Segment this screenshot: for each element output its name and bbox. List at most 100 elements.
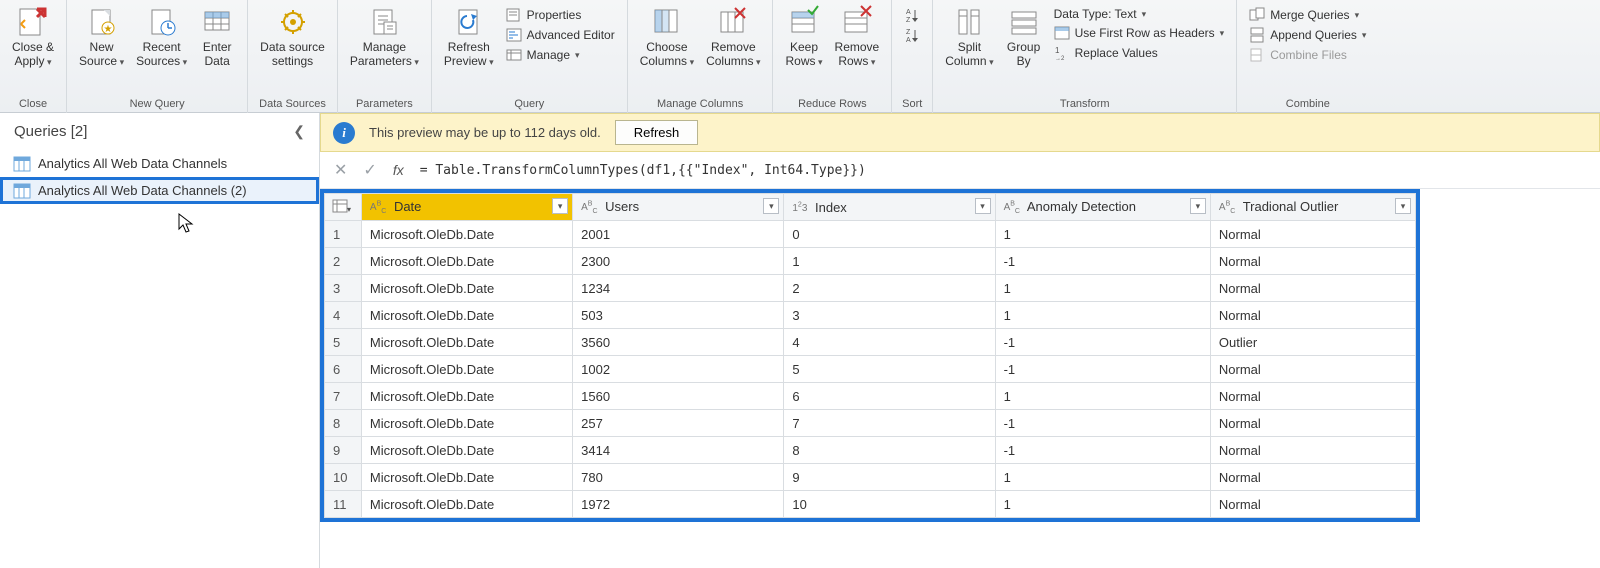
- split-column-button[interactable]: Split Column: [939, 4, 999, 71]
- cell[interactable]: 5: [784, 356, 995, 383]
- sort-desc-button[interactable]: ZA: [902, 26, 922, 44]
- query-item[interactable]: Analytics All Web Data Channels: [0, 150, 319, 177]
- close-apply-button[interactable]: Close & Apply: [6, 4, 60, 71]
- table-row[interactable]: 6Microsoft.OleDb.Date10025-1Normal: [325, 356, 1416, 383]
- remove-rows-button[interactable]: Remove Rows: [829, 4, 886, 71]
- cell[interactable]: Normal: [1210, 437, 1415, 464]
- cell[interactable]: 9: [784, 464, 995, 491]
- cell[interactable]: 1: [995, 464, 1210, 491]
- recent-sources-button[interactable]: Recent Sources: [130, 4, 193, 71]
- column-filter-button[interactable]: ▾: [552, 198, 568, 214]
- cell[interactable]: 3: [784, 302, 995, 329]
- cell[interactable]: Microsoft.OleDb.Date: [361, 275, 572, 302]
- cell[interactable]: 1: [784, 248, 995, 275]
- data-type-button[interactable]: Data Type: Text: [1052, 6, 1227, 22]
- cell[interactable]: 1002: [573, 356, 784, 383]
- new-source-button[interactable]: ★ New Source: [73, 4, 130, 71]
- table-corner[interactable]: ▾: [325, 194, 362, 221]
- cell[interactable]: 8: [784, 437, 995, 464]
- cell[interactable]: 1234: [573, 275, 784, 302]
- cell[interactable]: 6: [784, 383, 995, 410]
- cell[interactable]: Microsoft.OleDb.Date: [361, 383, 572, 410]
- cell[interactable]: 2001: [573, 221, 784, 248]
- cell[interactable]: -1: [995, 329, 1210, 356]
- advanced-editor-button[interactable]: Advanced Editor: [504, 26, 617, 44]
- table-row[interactable]: 11Microsoft.OleDb.Date1972101Normal: [325, 491, 1416, 518]
- formula-accept-button[interactable]: ✓: [363, 160, 376, 180]
- formula-text[interactable]: = Table.TransformColumnTypes(df1,{{"Inde…: [420, 163, 866, 178]
- choose-columns-button[interactable]: Choose Columns: [634, 4, 700, 71]
- properties-button[interactable]: Properties: [504, 6, 617, 24]
- cell[interactable]: 3414: [573, 437, 784, 464]
- cell[interactable]: Microsoft.OleDb.Date: [361, 437, 572, 464]
- cell[interactable]: Normal: [1210, 464, 1415, 491]
- sort-asc-button[interactable]: AZ: [902, 6, 922, 24]
- refresh-warning-button[interactable]: Refresh: [615, 120, 699, 145]
- cell[interactable]: Normal: [1210, 410, 1415, 437]
- collapse-panel-button[interactable]: ❮: [293, 123, 305, 140]
- cell[interactable]: 1: [995, 383, 1210, 410]
- cell[interactable]: 1: [995, 221, 1210, 248]
- cell[interactable]: 257: [573, 410, 784, 437]
- cell[interactable]: Microsoft.OleDb.Date: [361, 491, 572, 518]
- cell[interactable]: 1972: [573, 491, 784, 518]
- cell[interactable]: 10: [784, 491, 995, 518]
- cell[interactable]: Microsoft.OleDb.Date: [361, 329, 572, 356]
- cell[interactable]: 7: [784, 410, 995, 437]
- cell[interactable]: 1: [995, 491, 1210, 518]
- query-item[interactable]: Analytics All Web Data Channels (2): [0, 177, 319, 204]
- column-filter-button[interactable]: ▾: [975, 198, 991, 214]
- cell[interactable]: -1: [995, 437, 1210, 464]
- column-header[interactable]: ABC Date▾: [361, 194, 572, 221]
- cell[interactable]: Microsoft.OleDb.Date: [361, 302, 572, 329]
- cell[interactable]: Microsoft.OleDb.Date: [361, 248, 572, 275]
- cell[interactable]: -1: [995, 356, 1210, 383]
- manage-query-button[interactable]: Manage: [504, 46, 617, 64]
- cell[interactable]: -1: [995, 410, 1210, 437]
- cell[interactable]: Outlier: [1210, 329, 1415, 356]
- cell[interactable]: 1: [995, 302, 1210, 329]
- cell[interactable]: Microsoft.OleDb.Date: [361, 464, 572, 491]
- cell[interactable]: 4: [784, 329, 995, 356]
- table-row[interactable]: 2Microsoft.OleDb.Date23001-1Normal: [325, 248, 1416, 275]
- cell[interactable]: Normal: [1210, 221, 1415, 248]
- column-filter-button[interactable]: ▾: [1395, 198, 1411, 214]
- cell[interactable]: Normal: [1210, 491, 1415, 518]
- cell[interactable]: Normal: [1210, 302, 1415, 329]
- cell[interactable]: Normal: [1210, 248, 1415, 275]
- cell[interactable]: Normal: [1210, 275, 1415, 302]
- cell[interactable]: 1560: [573, 383, 784, 410]
- cell[interactable]: -1: [995, 248, 1210, 275]
- table-row[interactable]: 10Microsoft.OleDb.Date78091Normal: [325, 464, 1416, 491]
- merge-queries-button[interactable]: Merge Queries: [1247, 6, 1368, 24]
- cell[interactable]: 2: [784, 275, 995, 302]
- table-row[interactable]: 3Microsoft.OleDb.Date123421Normal: [325, 275, 1416, 302]
- cell[interactable]: Normal: [1210, 356, 1415, 383]
- cell[interactable]: 2300: [573, 248, 784, 275]
- append-queries-button[interactable]: Append Queries: [1247, 26, 1368, 44]
- table-row[interactable]: 4Microsoft.OleDb.Date50331Normal: [325, 302, 1416, 329]
- data-source-settings-button[interactable]: Data source settings: [254, 4, 331, 70]
- column-filter-button[interactable]: ▾: [763, 198, 779, 214]
- formula-cancel-button[interactable]: ✕: [334, 160, 347, 180]
- manage-parameters-button[interactable]: Manage Parameters: [344, 4, 425, 71]
- cell[interactable]: 1: [995, 275, 1210, 302]
- table-row[interactable]: 1Microsoft.OleDb.Date200101Normal: [325, 221, 1416, 248]
- table-row[interactable]: 7Microsoft.OleDb.Date156061Normal: [325, 383, 1416, 410]
- cell[interactable]: Microsoft.OleDb.Date: [361, 356, 572, 383]
- group-by-button[interactable]: Group By: [1000, 4, 1048, 70]
- remove-columns-button[interactable]: Remove Columns: [700, 4, 766, 71]
- cell[interactable]: 503: [573, 302, 784, 329]
- cell[interactable]: 3560: [573, 329, 784, 356]
- column-header[interactable]: 123 Index▾: [784, 194, 995, 221]
- refresh-preview-button[interactable]: Refresh Preview: [438, 4, 500, 71]
- enter-data-button[interactable]: Enter Data: [193, 4, 241, 70]
- replace-values-button[interactable]: 1→2Replace Values: [1052, 44, 1227, 62]
- table-row[interactable]: 9Microsoft.OleDb.Date34148-1Normal: [325, 437, 1416, 464]
- column-header[interactable]: ABC Users▾: [573, 194, 784, 221]
- column-header[interactable]: ABC Anomaly Detection▾: [995, 194, 1210, 221]
- cell[interactable]: Microsoft.OleDb.Date: [361, 410, 572, 437]
- table-row[interactable]: 8Microsoft.OleDb.Date2577-1Normal: [325, 410, 1416, 437]
- combine-files-button[interactable]: Combine Files: [1247, 46, 1368, 64]
- column-header[interactable]: ABC Tradional Outlier▾: [1210, 194, 1415, 221]
